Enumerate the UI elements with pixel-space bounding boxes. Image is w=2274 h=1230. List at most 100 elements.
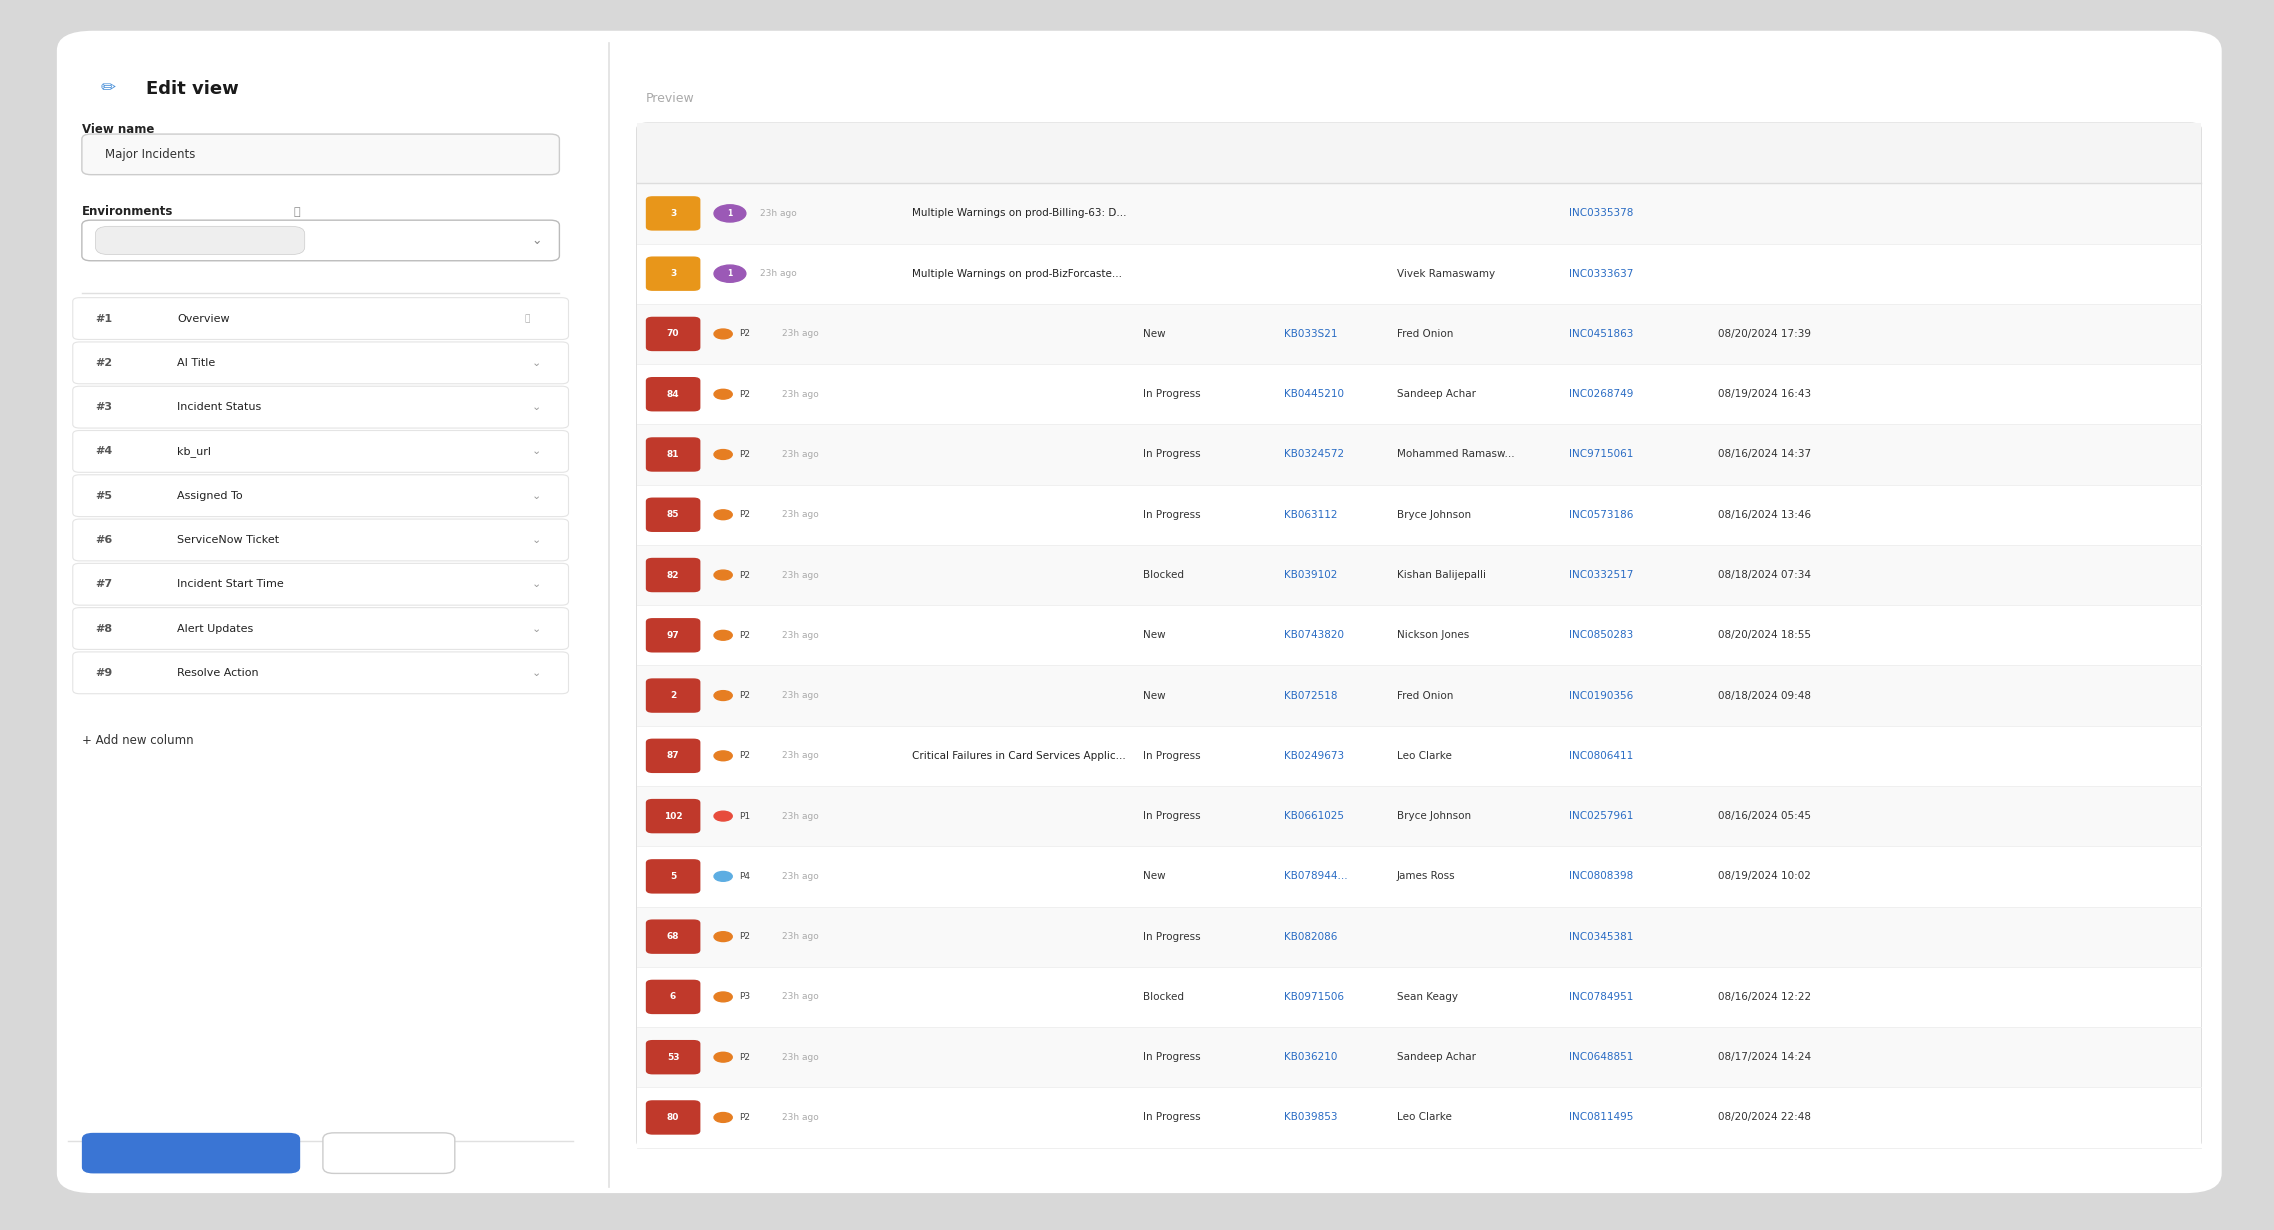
Text: P1: P1 — [739, 812, 750, 820]
Text: 6: 6 — [671, 993, 675, 1001]
Text: P2: P2 — [739, 1113, 750, 1122]
Text: Alert Updates: Alert Updates — [1894, 148, 1976, 159]
Text: 84: 84 — [666, 390, 680, 399]
Text: New: New — [1144, 630, 1167, 641]
Text: 08/18/2024 07:34: 08/18/2024 07:34 — [1717, 569, 1810, 581]
Bar — [637, 123, 2201, 183]
Text: INC0333637: INC0333637 — [1569, 268, 1633, 279]
Text: 08/18/2024 09:48: 08/18/2024 09:48 — [1717, 690, 1810, 701]
Text: AI Title: AI Title — [914, 148, 955, 159]
Text: KB082086: KB082086 — [1285, 931, 1337, 942]
Text: 08/16/2024 14:37: 08/16/2024 14:37 — [1717, 449, 1810, 460]
Text: 23h ago: 23h ago — [782, 932, 819, 941]
FancyBboxPatch shape — [73, 519, 568, 561]
Circle shape — [714, 571, 732, 581]
Text: Bryce Johnson: Bryce Johnson — [1396, 509, 1471, 520]
Text: INC0850283: INC0850283 — [1569, 630, 1633, 641]
FancyBboxPatch shape — [646, 1041, 700, 1075]
FancyBboxPatch shape — [82, 1133, 300, 1173]
Bar — [637, 1027, 2201, 1087]
Text: #7: #7 — [96, 579, 114, 589]
Text: Assigned To: Assigned To — [1399, 148, 1469, 159]
Circle shape — [714, 205, 746, 223]
Text: Nickson Jones: Nickson Jones — [1396, 630, 1469, 641]
Bar — [637, 907, 2201, 967]
Text: 08/20/2024 22:48: 08/20/2024 22:48 — [1717, 1112, 1810, 1123]
Circle shape — [714, 812, 732, 822]
Text: AI Title: AI Title — [177, 358, 216, 368]
Text: James Ross: James Ross — [1396, 871, 1455, 882]
Text: INC0648851: INC0648851 — [1569, 1052, 1633, 1063]
Text: 80: 80 — [666, 1113, 680, 1122]
FancyBboxPatch shape — [646, 498, 700, 533]
Text: 08/20/2024 17:39: 08/20/2024 17:39 — [1717, 328, 1810, 339]
FancyBboxPatch shape — [73, 475, 568, 517]
Text: 87: 87 — [666, 752, 680, 760]
Text: P2: P2 — [739, 631, 750, 640]
Text: P2: P2 — [739, 752, 750, 760]
FancyBboxPatch shape — [646, 378, 700, 412]
Text: 3: 3 — [671, 209, 675, 218]
Text: P2: P2 — [739, 932, 750, 941]
Bar — [637, 786, 2201, 846]
Text: ⓘ: ⓘ — [293, 207, 300, 216]
Text: ⌄: ⌄ — [532, 234, 541, 247]
Text: ⌄: ⌄ — [532, 402, 541, 412]
Text: #4: #4 — [96, 446, 114, 456]
Text: 102: 102 — [664, 812, 682, 820]
Text: KB072518: KB072518 — [1285, 690, 1337, 701]
Text: KB039102: KB039102 — [1285, 569, 1337, 581]
Text: In Progress: In Progress — [1144, 1052, 1201, 1063]
Text: 23h ago: 23h ago — [782, 510, 819, 519]
Text: INC0808398: INC0808398 — [1569, 871, 1633, 882]
Text: 08/16/2024 05:45: 08/16/2024 05:45 — [1717, 811, 1810, 822]
Text: 23h ago: 23h ago — [782, 631, 819, 640]
Text: Critical Failures in Card Services Applic...: Critical Failures in Card Services Appli… — [912, 750, 1126, 761]
Text: INC0573186: INC0573186 — [1569, 509, 1633, 520]
Text: INC0811495: INC0811495 — [1569, 1112, 1633, 1123]
Text: #3: #3 — [96, 402, 111, 412]
Text: Blocked: Blocked — [1144, 569, 1185, 581]
Text: 23h ago: 23h ago — [782, 812, 819, 820]
Text: New: New — [1144, 871, 1167, 882]
Text: 23h ago: 23h ago — [782, 330, 819, 338]
Text: KB0445210: KB0445210 — [1285, 389, 1344, 400]
Text: In Progress: In Progress — [1144, 509, 1201, 520]
Text: ServiceNow Ticket: ServiceNow Ticket — [1571, 148, 1680, 159]
Text: KB033S21: KB033S21 — [1285, 328, 1337, 339]
FancyBboxPatch shape — [73, 342, 568, 384]
FancyBboxPatch shape — [646, 257, 700, 292]
Text: 08/19/2024 16:43: 08/19/2024 16:43 — [1717, 389, 1810, 400]
Text: All Sources: All Sources — [109, 235, 166, 246]
Text: 1: 1 — [728, 209, 732, 218]
Text: 23h ago: 23h ago — [782, 390, 819, 399]
FancyBboxPatch shape — [646, 679, 700, 713]
FancyBboxPatch shape — [646, 317, 700, 352]
Text: Vivek Ramaswamy: Vivek Ramaswamy — [1396, 268, 1494, 279]
Text: 🔒: 🔒 — [525, 314, 530, 323]
Text: Update view: Update view — [152, 1148, 230, 1159]
Text: Sean Keagy: Sean Keagy — [1396, 991, 1458, 1002]
FancyBboxPatch shape — [96, 226, 305, 255]
Text: KB036210: KB036210 — [1285, 1052, 1337, 1063]
FancyBboxPatch shape — [73, 563, 568, 605]
Text: Alert Updates: Alert Updates — [177, 624, 255, 633]
Circle shape — [714, 872, 732, 882]
Text: + Add new column: + Add new column — [82, 734, 193, 747]
Circle shape — [714, 510, 732, 520]
Text: 23h ago: 23h ago — [782, 872, 819, 881]
Text: INC9715061: INC9715061 — [1569, 449, 1633, 460]
Circle shape — [714, 1113, 732, 1123]
Bar — [637, 183, 2201, 244]
Bar — [637, 967, 2201, 1027]
Text: Incident Status: Incident Status — [1146, 148, 1235, 159]
Bar — [637, 1087, 2201, 1148]
FancyBboxPatch shape — [646, 738, 700, 774]
Circle shape — [714, 631, 732, 640]
Text: Display tags: Display tags — [373, 305, 437, 315]
Text: 23h ago: 23h ago — [782, 1113, 819, 1122]
Text: 97: 97 — [666, 631, 680, 640]
Text: P2: P2 — [739, 571, 750, 579]
FancyBboxPatch shape — [646, 197, 700, 231]
FancyBboxPatch shape — [82, 134, 559, 175]
